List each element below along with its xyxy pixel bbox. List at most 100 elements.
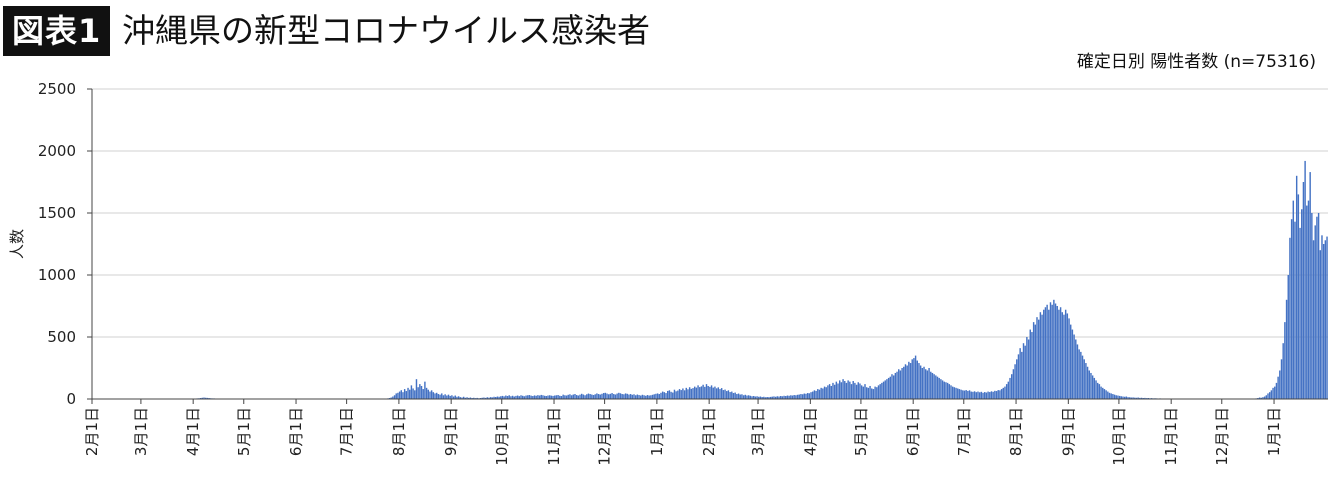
bar (398, 391, 401, 399)
bar (884, 380, 886, 399)
bar (648, 395, 650, 399)
bar (555, 395, 558, 399)
bar (1093, 377, 1096, 399)
bar (911, 359, 913, 399)
bar (447, 394, 450, 399)
bar (759, 396, 762, 399)
bar (793, 395, 795, 399)
bar (523, 396, 526, 399)
bar (1140, 397, 1143, 399)
bar (1068, 318, 1070, 399)
bar (1044, 307, 1047, 399)
bar (619, 393, 622, 399)
bar (456, 396, 458, 399)
bar (417, 387, 419, 399)
bar (985, 392, 988, 399)
bar (803, 393, 806, 399)
bar (817, 389, 819, 399)
bar (1297, 194, 1300, 399)
bar (830, 385, 832, 399)
bar (1095, 380, 1097, 399)
bar (638, 395, 640, 399)
bar (832, 382, 834, 399)
bar (1279, 370, 1281, 399)
bar (538, 395, 541, 399)
bar (410, 385, 413, 399)
bar (742, 395, 745, 399)
bar (660, 392, 662, 399)
bar (1032, 322, 1035, 399)
bar (688, 387, 691, 399)
bar (779, 396, 782, 399)
bar (806, 393, 809, 399)
bar (1056, 306, 1058, 399)
bar (565, 395, 568, 399)
bar (805, 393, 807, 399)
bar (1005, 384, 1008, 399)
bar (709, 386, 711, 399)
bar (1287, 275, 1289, 399)
bar (1086, 366, 1089, 399)
bar (962, 390, 964, 399)
x-tick-label: 5月1日 (235, 407, 253, 456)
bar (904, 364, 907, 399)
bar (972, 391, 974, 399)
bar (828, 384, 831, 399)
bar (587, 393, 590, 399)
bar (1105, 390, 1107, 399)
bar (683, 390, 686, 399)
bar (812, 391, 814, 399)
x-axis-ticks: 2月1日 3月1日 4月1日 5月1日 6月1日 7月1日 8月1日 9月1日 10月1日 11月… (83, 407, 1283, 466)
x-tick-label: 6月1日 (904, 407, 922, 456)
bar (919, 365, 922, 399)
bar (726, 391, 728, 399)
bar (665, 393, 667, 399)
bar (710, 385, 713, 399)
bar (442, 395, 445, 399)
chart-subtitle: 確定日別 陽性者数 (n=75316) (1076, 52, 1316, 72)
bar (758, 396, 760, 399)
x-tick-label: 10月1日 (493, 407, 511, 466)
bar (928, 368, 930, 399)
bar (495, 397, 497, 399)
bar (967, 390, 969, 399)
bar (493, 396, 495, 399)
bar (810, 392, 812, 399)
bar (766, 397, 768, 399)
bar (392, 396, 394, 399)
bar (741, 394, 743, 399)
bar (815, 390, 817, 399)
bar (1301, 209, 1303, 399)
x-tick-label: 11月1日 (1162, 407, 1180, 466)
bar (1043, 309, 1045, 399)
bar (984, 392, 986, 399)
bar (990, 391, 993, 399)
bar (1272, 387, 1274, 399)
bar (680, 390, 682, 399)
bar (1026, 337, 1028, 399)
bar (1294, 221, 1296, 399)
bar (914, 355, 917, 399)
bar (518, 396, 521, 399)
bar (629, 394, 632, 399)
bar (761, 397, 763, 399)
bar (704, 386, 706, 399)
bar (602, 393, 605, 399)
bar (491, 397, 494, 399)
bar (720, 388, 723, 399)
bar (1049, 302, 1052, 399)
bar (882, 381, 885, 399)
bar (965, 390, 967, 399)
x-tick-label: 7月1日 (338, 407, 356, 456)
x-tick-label: 11月1日 (545, 407, 563, 466)
bar (599, 394, 601, 399)
bar (613, 394, 615, 399)
bar (864, 384, 866, 399)
bar (425, 387, 428, 399)
bar (1075, 339, 1077, 399)
bar (415, 379, 418, 399)
bar (459, 397, 462, 399)
bar (874, 386, 876, 399)
bar (673, 389, 676, 399)
bar (945, 382, 947, 399)
